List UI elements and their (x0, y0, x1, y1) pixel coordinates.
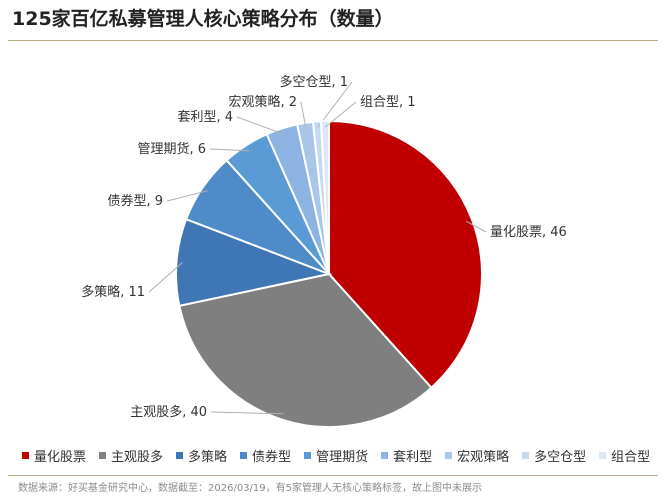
legend-item-2: 主观股多 (99, 446, 163, 465)
legend-label: 主观股多 (111, 449, 164, 465)
legend-swatch (445, 451, 453, 459)
title-divider (8, 40, 658, 41)
pie-slice-9 (319, 119, 330, 275)
legend-label: 宏观策略 (457, 449, 510, 465)
leader-line-6 (236, 116, 284, 135)
legend-item-1: 量化股票 (22, 446, 86, 465)
slice-label-9: 组合型, 1 (360, 95, 416, 110)
leader-line-2 (210, 411, 284, 415)
legend-label: 多空仓型 (534, 449, 587, 465)
legend-item-9: 组合型 (599, 446, 650, 465)
legend-item-7: 宏观策略 (445, 446, 509, 465)
legend-label: 量化股票 (34, 449, 87, 465)
legend-label: 管理期货 (316, 449, 369, 465)
legend-item-4: 债券型 (240, 446, 291, 465)
leader-line-3 (148, 262, 183, 293)
legend-swatch (304, 451, 312, 459)
chart-title: 125家百亿私募管理人核心策略分布（数量） (12, 8, 394, 30)
slice-label-8: 多空仓型, 1 (279, 74, 348, 90)
leader-line-7 (300, 101, 307, 129)
chart-legend: 量化股票 主观股多 多策略 债券型 管理期货 套利型 宏观策略 多空仓型 组合型 (22, 446, 662, 465)
legend-swatch (381, 451, 389, 459)
legend-swatch (22, 451, 29, 459)
slice-label-6: 套利型, 4 (177, 109, 233, 125)
legend-label: 组合型 (611, 449, 651, 465)
slice-label-7: 宏观策略, 2 (228, 94, 297, 110)
legend-swatch (99, 451, 107, 459)
legend-swatch (522, 451, 530, 459)
footer-note: 数据来源：好买基金研究中心，数据截至：2026/03/19，有5家管理人无核心策… (18, 483, 482, 494)
pie-slice-3 (175, 217, 333, 307)
legend-swatch (599, 451, 607, 459)
slice-label-2: 主观股多, 40 (130, 404, 207, 420)
legend-item-8: 多空仓型 (522, 446, 586, 465)
slice-label-3: 多策略, 11 (81, 284, 145, 300)
leader-line-8 (317, 81, 353, 128)
pie-slice-1 (328, 119, 483, 390)
legend-label: 多策略 (188, 449, 228, 465)
legend-swatch (176, 451, 184, 459)
leader-line-5 (209, 148, 249, 152)
legend-item-6: 套利型 (381, 446, 432, 465)
slice-label-4: 债券型, 9 (107, 193, 163, 209)
legend-item-5: 管理期货 (304, 446, 368, 465)
slice-label-5: 管理期货, 6 (137, 141, 206, 157)
leader-line-9 (324, 101, 357, 128)
legend-swatch (240, 451, 248, 459)
legend-item-3: 多策略 (176, 446, 227, 465)
slice-label-1: 量化股票, 46 (490, 225, 567, 240)
legend-label: 套利型 (393, 449, 433, 465)
legend-label: 债券型 (252, 449, 292, 465)
pie-slice-2 (178, 272, 433, 428)
leader-line-4 (166, 190, 209, 202)
leader-line-1 (465, 220, 487, 233)
footer-divider (8, 475, 658, 476)
